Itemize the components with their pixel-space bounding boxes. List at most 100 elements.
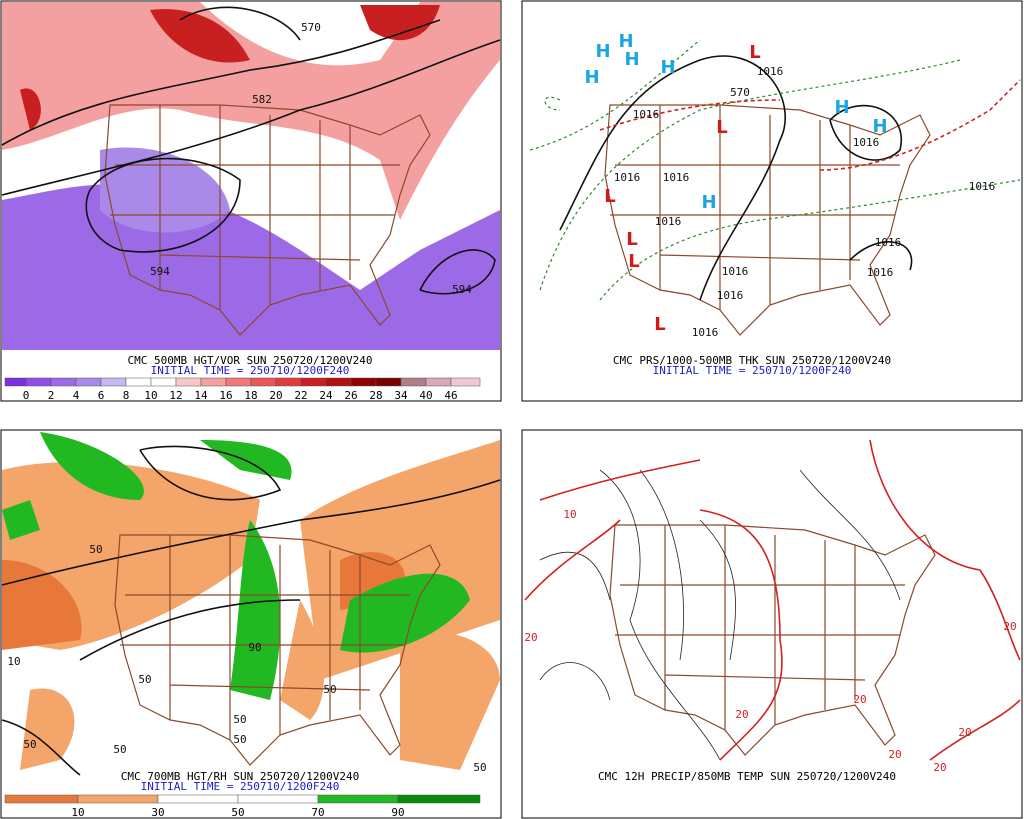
- contour-label: 20: [1003, 620, 1016, 633]
- colorbar-swatch: [375, 377, 402, 387]
- contour-label: 50: [473, 761, 486, 774]
- contour-label: 1016: [717, 289, 744, 302]
- panel-frame: [521, 0, 1023, 402]
- height-contours: [1, 6, 501, 295]
- contour-label: 50: [113, 743, 126, 756]
- colorbar-swatch: [250, 377, 277, 387]
- colorbar-swatch: [125, 377, 152, 387]
- thickness-570: [599, 79, 1021, 171]
- colorbar-label: 8: [123, 389, 130, 402]
- panel-frame: [521, 429, 1023, 819]
- contour-label: 1016: [969, 180, 996, 193]
- rh-very-dry: [2, 552, 406, 650]
- vorticity-max: [20, 5, 440, 130]
- colorbar-swatch: [317, 794, 399, 804]
- high-center: H: [834, 97, 849, 118]
- temperature-contours: [524, 439, 1021, 761]
- rh-dry: [2, 440, 500, 770]
- colorbar-swatch: [175, 377, 202, 387]
- colorbar-swatch: [397, 794, 481, 804]
- high-center: H: [618, 31, 633, 52]
- contour-label: 594: [452, 283, 472, 296]
- thickness-contours: [529, 39, 1021, 301]
- high-center: H: [595, 41, 610, 62]
- contour-label: 20: [888, 748, 901, 761]
- colorbar-swatch: [150, 377, 177, 387]
- colorbar-swatch: [4, 377, 27, 387]
- colorbar-swatch: [25, 377, 52, 387]
- initial-time: INITIAL TIME = 250710/1200F240: [151, 364, 350, 377]
- colorbar-swatch: [450, 377, 481, 387]
- contour-label: 10: [563, 508, 576, 521]
- colorbar-label: 18: [244, 389, 257, 402]
- pressure-contours: [559, 55, 913, 301]
- contour-label: 1016: [663, 171, 690, 184]
- colorbar-swatch: [100, 377, 127, 387]
- colorbar-label: 34: [394, 389, 408, 402]
- height-contours: [1, 445, 501, 776]
- colorbar-label: 24: [319, 389, 333, 402]
- initial-time: INITIAL TIME = 250710/1200F240: [653, 364, 852, 377]
- colorbar-label: 14: [194, 389, 208, 402]
- title-bg: [597, 355, 907, 377]
- panel-title: CMC 500MB HGT/VOR SUN 250720/1200V240: [127, 354, 372, 367]
- colorbar-swatch: [77, 794, 159, 804]
- panel-title: CMC PRS/1000-500MB THK SUN 250720/1200V2…: [613, 354, 891, 367]
- initial-time: INITIAL TIME = 250710/1200F240: [141, 780, 340, 793]
- colorbar-swatch: [157, 794, 239, 804]
- contour-label: 1016: [757, 65, 784, 78]
- colorbar-label: 90: [391, 806, 404, 819]
- panel-title: CMC 700MB HGT/RH SUN 250720/1200V240: [121, 770, 359, 783]
- contour-label: 594: [150, 265, 170, 278]
- colorbar-label: 0: [23, 389, 30, 402]
- contour-label: 1016: [692, 326, 719, 339]
- colorbar-swatch: [300, 377, 327, 387]
- contour-label: 50: [89, 543, 102, 556]
- colorbar-swatch: [400, 377, 427, 387]
- contour-label: 90: [248, 641, 261, 654]
- vorticity-high: [2, 2, 500, 220]
- colorbar-swatch: [350, 377, 377, 387]
- colorbar-label: 10: [144, 389, 157, 402]
- colorbar-swatch: [275, 377, 302, 387]
- contour-label: 50: [23, 738, 36, 751]
- contour-label: 1016: [655, 215, 682, 228]
- low-center: L: [626, 229, 637, 250]
- low-center: L: [716, 117, 727, 138]
- high-center: H: [624, 49, 639, 70]
- high-center: H: [701, 192, 716, 213]
- contour-label: 1016: [853, 136, 880, 149]
- colorbar-label: 4: [73, 389, 80, 402]
- colorbar-swatch: [425, 377, 452, 387]
- contour-label: 20: [853, 693, 866, 706]
- contour-label: 570: [730, 86, 750, 99]
- colorbar-swatch: [4, 794, 79, 804]
- colorbar-swatch: [225, 377, 252, 387]
- contour-label: 582: [252, 93, 272, 106]
- colorbar-label: 70: [311, 806, 324, 819]
- colorbar-label: 12: [169, 389, 182, 402]
- colorbar-label: 30: [151, 806, 164, 819]
- colorbar-swatch: [75, 377, 102, 387]
- high-center: H: [872, 116, 887, 137]
- colorbar-label: 26: [344, 389, 357, 402]
- colorbar-swatch: [237, 794, 319, 804]
- contour-label: 570: [301, 21, 321, 34]
- high-center: H: [660, 57, 675, 78]
- contour-label: 50: [138, 673, 151, 686]
- colorbar-label: 28: [369, 389, 382, 402]
- colorbar-label: 50: [231, 806, 244, 819]
- low-center: L: [654, 314, 665, 335]
- title-bg: [592, 771, 902, 783]
- panel-title: CMC 12H PRECIP/850MB TEMP SUN 250720/120…: [598, 770, 896, 783]
- contour-label: 20: [958, 726, 971, 739]
- contour-label: 1016: [633, 108, 660, 121]
- colorbar-label: 2: [48, 389, 55, 402]
- colorbar-label: 22: [294, 389, 307, 402]
- colorbar-label: 46: [444, 389, 457, 402]
- title-bg: [95, 355, 405, 377]
- low-center: L: [604, 186, 615, 207]
- contour-label: 20: [735, 708, 748, 721]
- contour-label: 1016: [614, 171, 641, 184]
